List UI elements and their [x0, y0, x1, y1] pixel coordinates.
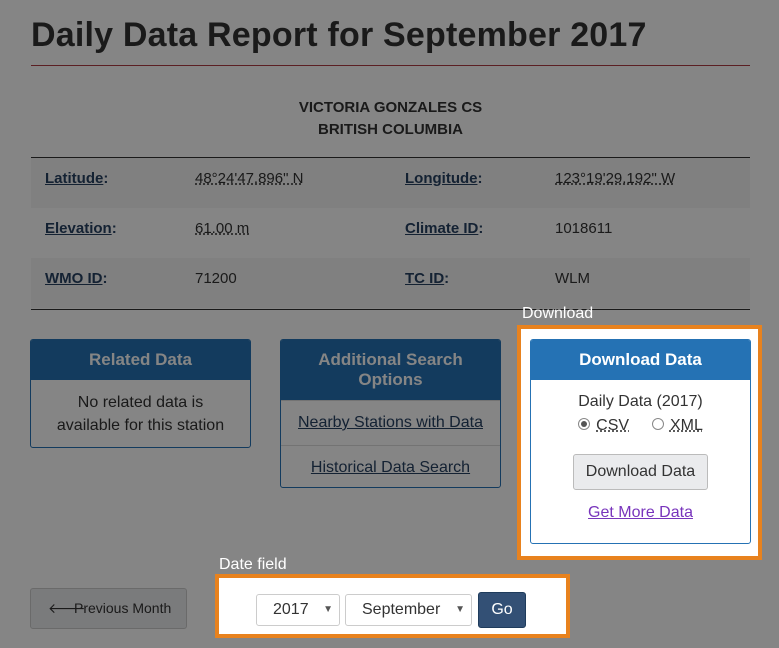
- latitude-value: 48°24'47.896" N: [195, 170, 304, 187]
- go-button[interactable]: Go: [478, 592, 526, 628]
- chevron-down-icon: ▼: [323, 604, 333, 615]
- chevron-down-icon: ▼: [455, 604, 465, 615]
- latitude-label: Latitude:: [45, 170, 109, 187]
- elevation-value: 61.00 m: [195, 220, 250, 237]
- previous-month-label: Previous Month: [74, 600, 172, 616]
- nearby-stations-link-row: Nearby Stations with Data: [281, 400, 500, 445]
- date-field-caption: Date field: [219, 556, 287, 573]
- additional-search-panel: Additional Search Options Nearby Station…: [280, 339, 501, 488]
- station-heading: VICTORIA GONZALES CS BRITISH COLUMBIA: [31, 97, 750, 141]
- climate-id-value: 1018611: [555, 220, 613, 237]
- tc-id-value: WLM: [555, 270, 590, 287]
- additional-search-header: Additional Search Options: [281, 340, 500, 400]
- page-title: Daily Data Report for September 2017: [31, 16, 647, 54]
- historical-search-link-row: Historical Data Search: [281, 445, 500, 487]
- elevation-label: Elevation:: [45, 220, 117, 237]
- climate-id-label: Climate ID:: [405, 220, 484, 237]
- xml-radio-icon[interactable]: [651, 417, 664, 430]
- download-data-button[interactable]: Download Data: [572, 454, 709, 490]
- download-data-panel-highlight: Download Data Daily Data (2017) CSV XML …: [530, 339, 751, 544]
- csv-radio-icon[interactable]: [578, 417, 591, 430]
- metadata-row: WMO ID: 71200 TC ID: WLM: [31, 258, 750, 308]
- previous-month-button[interactable]: 🡐 Previous Month: [30, 588, 187, 629]
- tc-id-label: TC ID:: [405, 270, 450, 287]
- year-select-value: 2017: [273, 601, 309, 618]
- year-select[interactable]: 2017 ▼: [256, 594, 340, 626]
- historical-data-search-link[interactable]: Historical Data Search: [310, 459, 471, 476]
- related-data-panel: Related Data No related data is availabl…: [30, 339, 251, 448]
- wmo-id-label: WMO ID:: [45, 270, 108, 287]
- xml-radio-option[interactable]: XML: [651, 417, 703, 434]
- download-data-header: Download Data: [531, 340, 750, 380]
- month-select[interactable]: September ▼: [345, 594, 472, 626]
- longitude-value: 123°19'29.192" W: [555, 170, 676, 187]
- download-highlight-region: Download Data Daily Data (2017) CSV XML …: [521, 329, 758, 556]
- wmo-id-value: 71200: [195, 270, 237, 287]
- date-field-box: 2017 ▼ September ▼ Go: [215, 574, 570, 638]
- month-select-value: September: [362, 601, 441, 618]
- csv-radio-option[interactable]: CSV: [578, 417, 629, 434]
- download-subtitle: Daily Data (2017): [578, 393, 703, 410]
- title-divider: [31, 65, 750, 66]
- format-radio-group: CSV XML: [531, 414, 750, 438]
- related-data-message: No related data is available for this st…: [56, 394, 225, 434]
- arrow-left-icon: 🡐: [48, 600, 86, 616]
- longitude-label: Longitude:: [405, 170, 483, 187]
- station-province: BRITISH COLUMBIA: [318, 121, 463, 138]
- nearby-stations-link[interactable]: Nearby Stations with Data: [298, 414, 483, 431]
- download-highlight-border: [517, 325, 762, 560]
- station-name: VICTORIA GONZALES CS: [298, 99, 483, 116]
- station-metadata-table: Latitude: 48°24'47.896" N Longitude: 123…: [31, 157, 750, 310]
- download-caption: Download: [522, 305, 594, 322]
- get-more-data-link[interactable]: Get More Data: [588, 504, 693, 521]
- metadata-row: Elevation: 61.00 m Climate ID: 1018611: [31, 208, 750, 258]
- metadata-row: Latitude: 48°24'47.896" N Longitude: 123…: [31, 158, 750, 208]
- related-data-header: Related Data: [31, 340, 250, 380]
